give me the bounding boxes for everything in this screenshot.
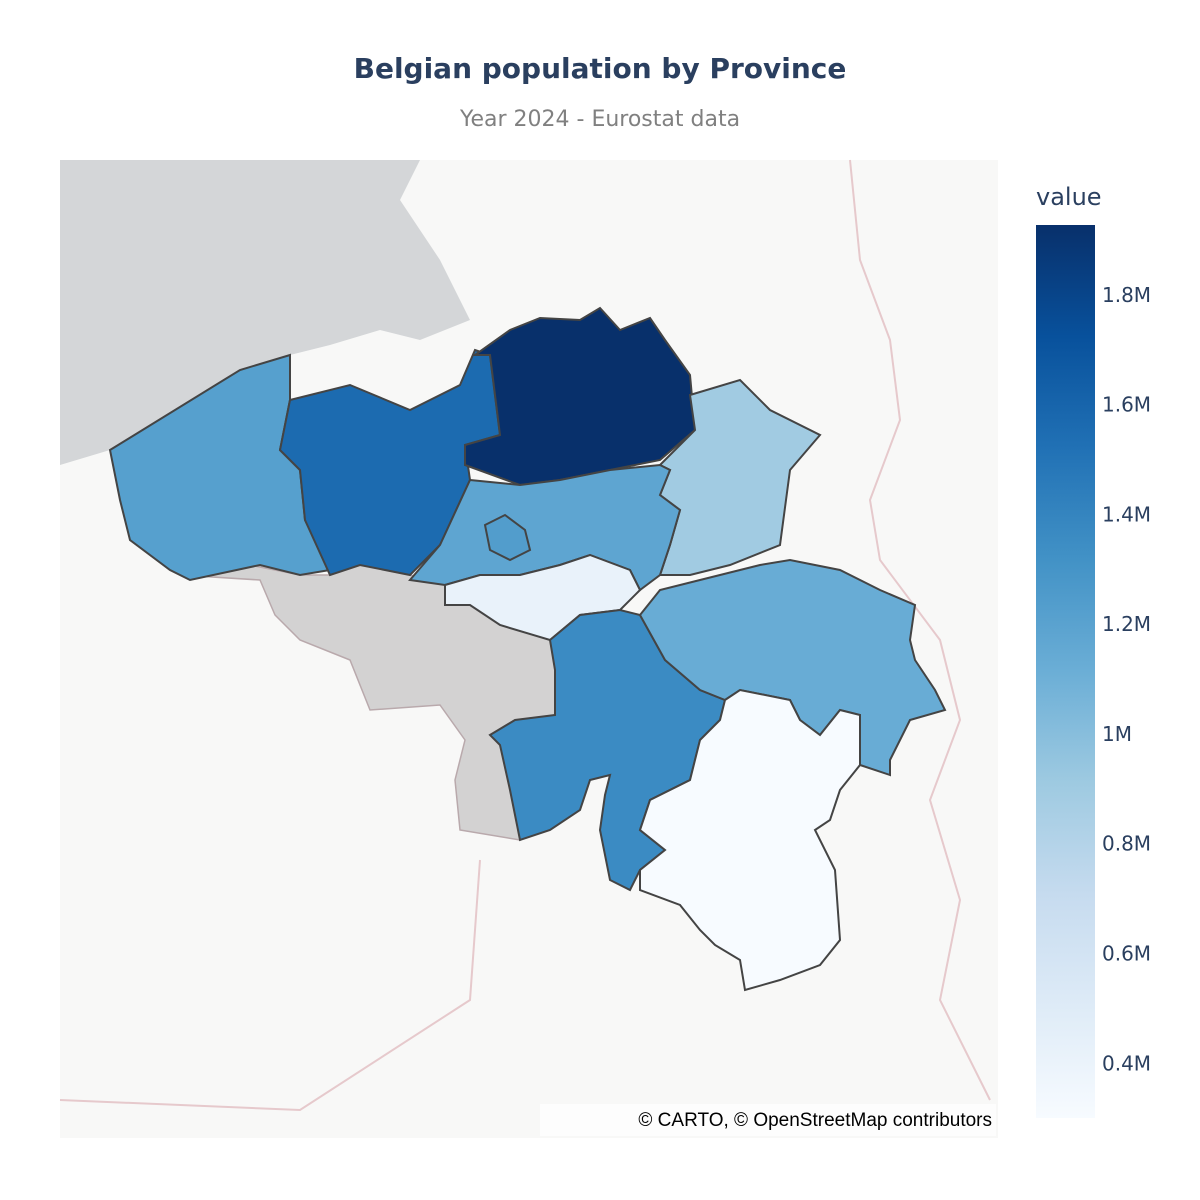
attribution: © CARTO, © OpenStreetMap contributors xyxy=(638,1110,992,1131)
colorbar-tick-label: 1.6M xyxy=(1102,393,1151,417)
province xyxy=(638,688,861,992)
colorbar-tick-label: 0.8M xyxy=(1102,832,1151,856)
colorbar xyxy=(1036,225,1095,1118)
attribution-bg xyxy=(540,1104,996,1136)
border xyxy=(849,159,991,1101)
colorbar-tick-label: 1.4M xyxy=(1102,502,1151,526)
colorbar-tick-label: 1.2M xyxy=(1102,612,1151,636)
sea xyxy=(60,160,470,465)
chart-title: Belgian population by Province xyxy=(354,52,847,85)
chart-subtitle: Year 2024 - Eurostat data xyxy=(459,107,740,132)
province xyxy=(444,553,642,642)
border xyxy=(59,859,481,1112)
colorbar-tick-label: 0.6M xyxy=(1102,941,1151,965)
province xyxy=(483,513,532,562)
colorbar-title: value xyxy=(1036,183,1102,211)
colorbar-tick-label: 0.4M xyxy=(1102,1051,1151,1075)
colorbar-tick-label: 1M xyxy=(1102,722,1132,746)
colorbar-tick-label: 1.8M xyxy=(1102,283,1151,307)
provinces xyxy=(108,306,947,992)
